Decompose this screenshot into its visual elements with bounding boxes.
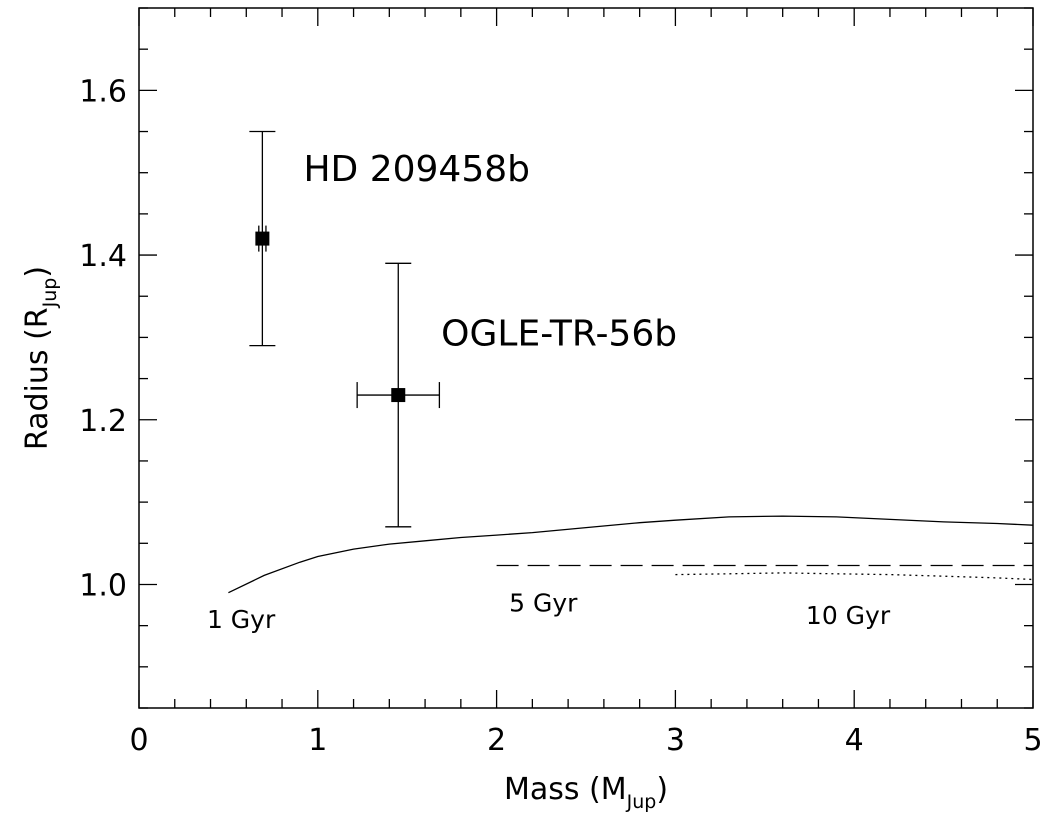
x-tick-label: 1	[308, 723, 327, 758]
x-tick-label: 3	[666, 723, 685, 758]
planet-points	[249, 130, 441, 528]
x-axis-title: Mass (MJup)	[504, 772, 668, 813]
plot-frame	[138, 7, 1034, 709]
y-axis-title: Radius (RJup)	[20, 266, 61, 450]
5-gyr-label: 5 Gyr	[509, 589, 578, 618]
ogle-tr-56b-marker	[391, 388, 406, 403]
y-tick-label: 1.2	[79, 404, 127, 439]
y-tick-label: 1.0	[79, 568, 127, 603]
isochrone-1-gyr-curve	[228, 515, 1034, 594]
chart-annotations: HD 209458b OGLE-TR-56b 1 Gyr 5 Gyr 10 Gyr	[207, 149, 891, 634]
x-tick-label: 4	[845, 723, 864, 758]
1-gyr-label: 1 Gyr	[207, 605, 276, 634]
isochrone-10-gyr-curve	[675, 572, 1034, 581]
x-tick-label: 5	[1023, 723, 1042, 758]
ogle-tr-56b-label: OGLE-TR-56b	[441, 314, 677, 355]
y-tick-label: 1.4	[79, 239, 127, 274]
10-gyr-label: 10 Gyr	[806, 601, 891, 630]
y-tick-label: 1.6	[79, 74, 127, 109]
axis-tick-labels: 0 1 2 3 4 5 1.0 1.2 1.4 1.6	[79, 74, 1042, 758]
isochrone-curves	[228, 515, 1034, 594]
x-tick-label: 0	[129, 723, 148, 758]
hd-209458b-label: HD 209458b	[303, 149, 530, 190]
hd-209458b-marker	[255, 231, 270, 246]
axis-ticks	[138, 7, 1034, 709]
x-tick-label: 2	[487, 723, 506, 758]
